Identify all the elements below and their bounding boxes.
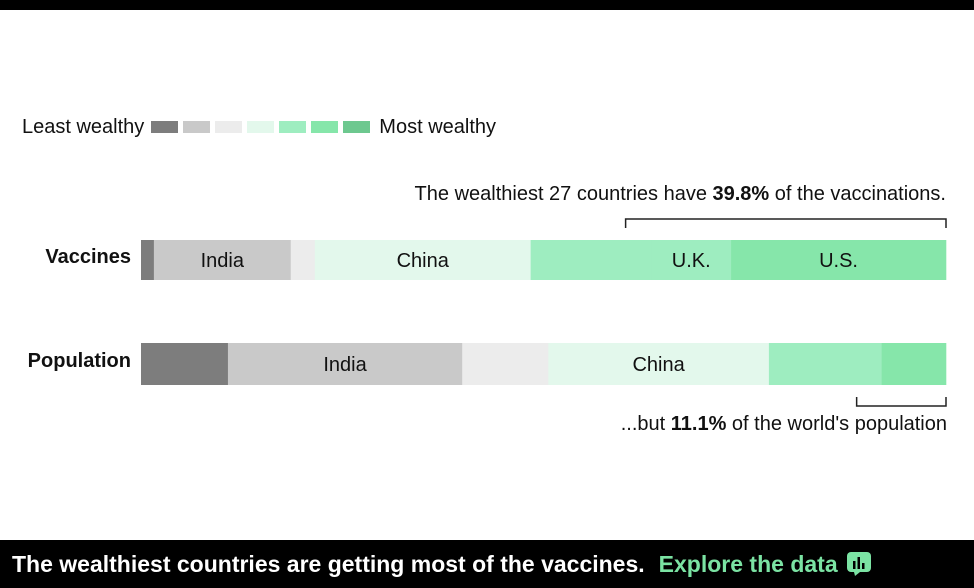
bar-segment xyxy=(548,343,770,385)
stacked-bar-chart: India China U.K. U.S. India China xyxy=(141,218,947,407)
segment-label: India xyxy=(201,250,245,272)
annotation-value: 11.1% xyxy=(670,413,727,435)
population-bracket xyxy=(855,397,947,407)
annotation-text: The wealthiest 27 countries have xyxy=(414,183,713,205)
annotation-value: 39.8% xyxy=(712,183,770,205)
legend-swatch xyxy=(343,121,371,133)
segment-label: U.S. xyxy=(819,250,858,272)
legend-swatch xyxy=(215,121,243,133)
bar-segment xyxy=(651,240,732,280)
bar-segment xyxy=(153,240,292,280)
legend-swatch xyxy=(183,121,211,133)
explore-data-link[interactable]: Explore the data xyxy=(659,551,872,578)
segment-label: China xyxy=(632,354,685,376)
legend-swatches xyxy=(151,121,371,133)
bar-chart-icon xyxy=(846,552,871,576)
legend-swatch xyxy=(151,121,179,133)
legend-swatch xyxy=(311,121,339,133)
population-annotation: ...but 11.1% of the world's population xyxy=(621,413,947,436)
segment-label: U.K. xyxy=(672,250,711,272)
vaccines-annotation: The wealthiest 27 countries have 39.8% o… xyxy=(415,183,946,206)
bar-segment xyxy=(227,343,463,385)
bar-segment xyxy=(530,240,652,280)
bar-segment xyxy=(462,343,549,385)
bar-segment xyxy=(141,343,229,385)
legend-least-label: Least wealthy xyxy=(22,115,145,138)
footer-headline: The wealthiest countries are getting mos… xyxy=(12,550,645,577)
bar-segment xyxy=(881,343,947,385)
legend-most-label: Most wealthy xyxy=(379,115,497,138)
bar-segment xyxy=(731,240,947,280)
bar-segment xyxy=(768,343,882,385)
annotation-text: of the vaccinations. xyxy=(769,183,946,205)
legend: Least wealthy Most wealthy xyxy=(22,114,496,140)
legend-swatch xyxy=(247,121,275,133)
legend-swatch xyxy=(279,121,307,133)
top-border xyxy=(0,0,974,10)
footer-bar: The wealthiest countries are getting mos… xyxy=(0,540,974,588)
row-label-vaccines: Vaccines xyxy=(45,246,131,268)
vaccines-bracket xyxy=(624,218,947,228)
annotation-text: of the world's population xyxy=(726,413,947,435)
explore-data-label: Explore the data xyxy=(658,550,838,577)
bar-segment xyxy=(290,240,316,280)
segment-label: India xyxy=(323,354,367,376)
segment-label: China xyxy=(397,250,450,272)
annotation-text: ...but xyxy=(620,413,671,435)
bar-segment xyxy=(141,240,155,280)
bar-segment xyxy=(314,240,531,280)
row-label-population: Population xyxy=(27,350,131,372)
